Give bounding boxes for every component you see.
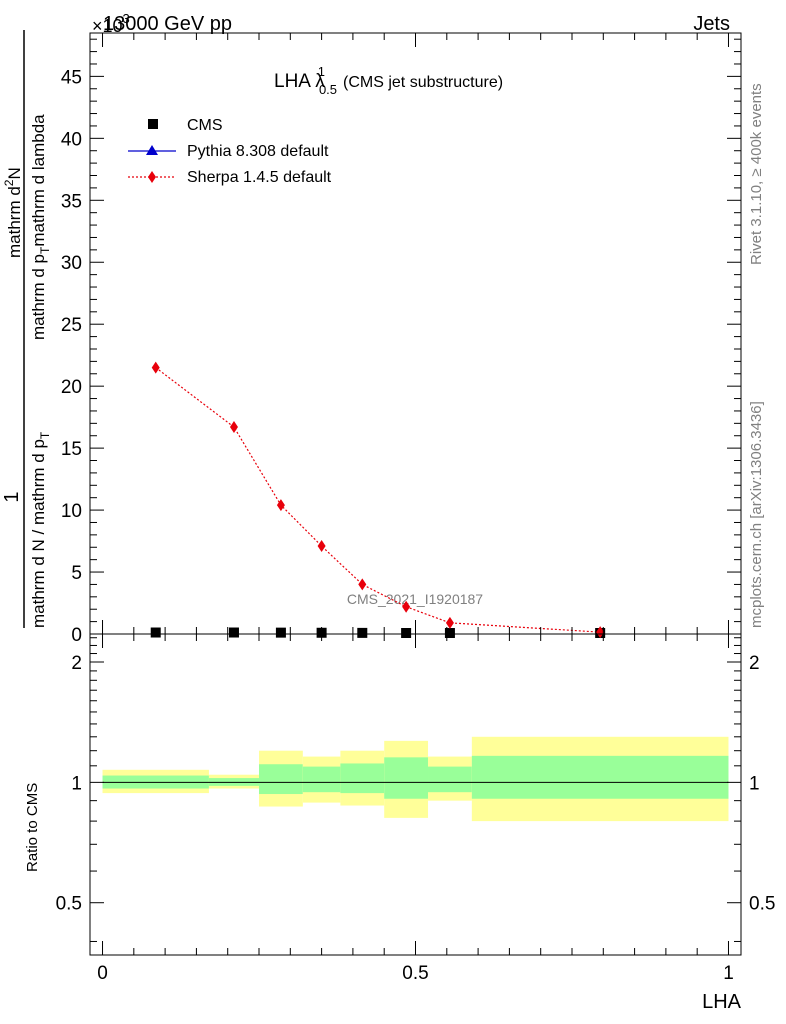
legend-pythia-marker [146,145,158,155]
sherpa-line [155,367,601,633]
y-tick-label-3: 15 [61,439,82,460]
cms-point-0 [150,627,161,638]
rivet-label: Rivet 3.1.10, ≥ 400k events [748,83,765,265]
ratio-bands [102,736,729,822]
y-tick-label-8: 40 [61,129,82,150]
x-tick-label-1: 0.5 [402,963,428,984]
ratio-band-green-2 [259,764,303,795]
plot-title-sup: 1 [318,64,325,79]
ratio-tick-label-left-1: 1 [71,773,82,794]
cms-point-5 [401,628,412,638]
y-tick-label-9: 45 [61,67,82,88]
x-tick-label-0: 0 [97,963,108,984]
y-exponent: ×103 [92,11,130,36]
y-label-outer-den: mathrm d N / mathrm d pT [29,431,52,628]
ratio-band-green-7 [471,755,729,799]
ratio-band-green-3 [302,766,341,793]
ratio-tick-label-right-0: 0.5 [749,894,775,915]
ratio-tick-label-right-2: 2 [749,653,760,674]
y-label-outer-num: 1 [1,491,23,502]
cms-point-2 [275,627,286,638]
y-axis-label: 1 mathrm d N / mathrm d pT mathrm d2N ma… [1,30,52,628]
header-right: Jets [693,13,730,35]
ratio-y-label: Ratio to CMS [24,783,41,872]
y-tick-label-6: 30 [61,253,82,274]
sherpa-point-3 [317,540,326,553]
sherpa-point-5 [402,600,411,613]
header-left: 13000 GeV pp [103,13,232,35]
sherpa-point-4 [358,578,367,591]
legend-cms-marker [148,119,158,129]
x-tick-label-2: 1 [723,963,734,984]
ratio-tick-label-right-1: 1 [749,773,760,794]
legend: CMS Pythia 8.308 default Sherpa 1.4.5 de… [128,117,332,186]
plot-title-rest: (CMS jet substructure) [343,74,503,91]
y-label-inner-num: mathrm d2N [2,167,24,258]
plot-title-sub: 0.5 [319,82,337,97]
legend-sherpa-label: Sherpa 1.4.5 default [187,169,332,186]
y-label-inner-den: mathrm d pTmathrm d lambda [29,114,52,340]
sherpa-point-0 [151,361,160,374]
watermark: CMS_2021_I1920187 [347,591,483,607]
y-tick-label-4: 20 [61,377,82,398]
ratio-tick-label-left-2: 2 [71,653,82,674]
sherpa-point-7 [596,626,605,639]
sherpa-point-6 [445,616,454,629]
y-exponent-power: 3 [123,11,130,26]
y-tick-label-5: 25 [61,315,82,336]
cms-point-6 [444,628,455,638]
x-axis-label: LHA [702,991,742,1013]
ratio-band-green-4 [340,763,385,794]
y-tick-label-2: 10 [61,501,82,522]
cms-point-1 [228,627,239,638]
mcplots-label: mcplots.cern.ch [arXiv:1306.3436] [748,401,765,628]
ratio-tick-label-left-0: 0.5 [56,894,82,915]
y-tick-label-7: 35 [61,191,82,212]
y-exponent-prefix: ×10 [92,16,123,36]
legend-cms-label: CMS [187,117,223,134]
y-tick-label-1: 5 [71,563,82,584]
sherpa-point-2 [276,499,285,512]
axes: 0 5 10 15 20 25 30 35 40 45 0 0.5 1 0.5 0.5 1 1 2 2 [56,32,775,984]
y-tick-label-0: 0 [71,625,82,646]
ratio-band-green-6 [428,766,472,793]
plot-title: LHA λ1 0.5 (CMS jet substructure) [274,64,503,97]
sherpa-point-1 [229,421,238,434]
legend-sherpa-marker [148,171,156,183]
cms-point-4 [357,627,368,638]
ratio-band-green-5 [384,757,429,799]
legend-pythia-label: Pythia 8.308 default [187,143,329,160]
